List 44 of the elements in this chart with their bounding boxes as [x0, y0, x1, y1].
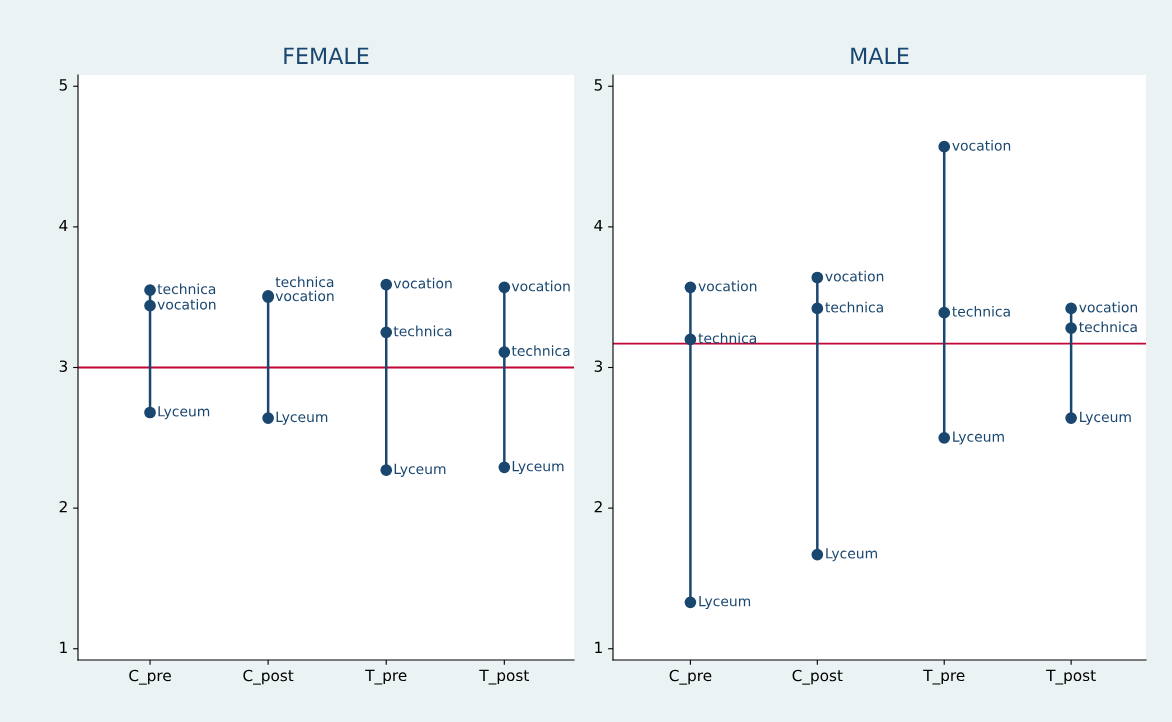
- text: vocation: [157, 298, 216, 310]
- series-label: technica: [511, 345, 570, 357]
- x-tick-label: T_pre: [923, 669, 965, 685]
- text: technica: [698, 332, 756, 344]
- text: Lyceum: [512, 461, 564, 475]
- text: technica: [393, 325, 452, 337]
- y-tick-label: 1: [595, 641, 602, 653]
- series-label: vocation: [1079, 301, 1138, 313]
- text: technica: [157, 283, 216, 295]
- text: technica: [1079, 321, 1137, 333]
- text: vocation: [511, 280, 570, 292]
- y-tick-label: 3: [594, 360, 603, 372]
- text: vocation: [825, 270, 884, 282]
- text: vocation: [698, 280, 757, 292]
- series-label: technica: [825, 301, 883, 313]
- y-tick-label: 2: [594, 501, 602, 513]
- chart-title: FEMALE: [284, 47, 369, 64]
- series-label: vocation: [275, 290, 334, 302]
- x-tick-label: T_post: [1046, 669, 1096, 685]
- y-tick-label: 4: [59, 219, 68, 232]
- y-tick-label: 5: [59, 79, 67, 91]
- text: Lyceum: [276, 411, 328, 425]
- y-tick-label: 4: [594, 219, 603, 232]
- text: technica: [952, 305, 1010, 317]
- chart-title: MALE: [851, 47, 909, 64]
- y-tick-label: 3: [59, 360, 68, 372]
- text: vocation: [393, 277, 452, 289]
- x-tick-label: C_post: [792, 669, 843, 685]
- text: Lyceum: [699, 596, 751, 610]
- series-label: Lyceum: [826, 548, 877, 562]
- x-tick-label: T_pre: [365, 669, 407, 685]
- y-tick-label: 1: [60, 641, 67, 653]
- x-tick-label: T_post: [479, 669, 529, 685]
- y-tick-label: 2: [59, 501, 67, 513]
- text: vocation: [952, 140, 1011, 151]
- text: Lyceum: [1080, 411, 1131, 425]
- text: technica: [275, 276, 334, 288]
- x-tick-label: C_post: [243, 669, 294, 685]
- text: Lyceum: [953, 431, 1004, 445]
- x-tick-label: C_pre: [129, 669, 171, 685]
- x-tick-label: C_pre: [669, 669, 712, 685]
- series-label: Lyceum: [394, 463, 446, 477]
- y-tick-label: 5: [594, 79, 602, 91]
- text: Lyceum: [158, 406, 210, 420]
